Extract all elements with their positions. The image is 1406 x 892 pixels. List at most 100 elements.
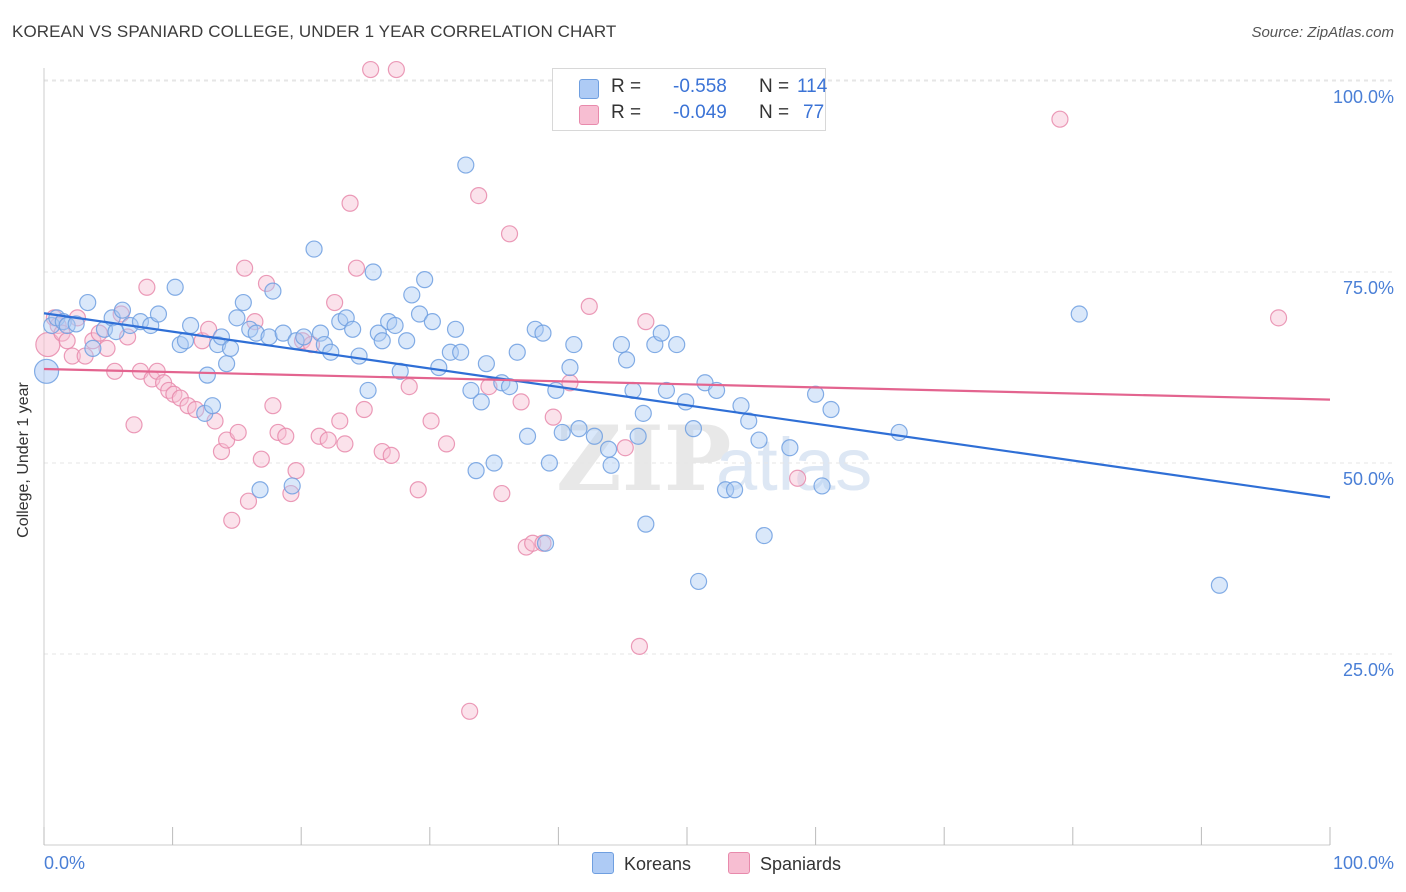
- spaniard-point: [637, 313, 655, 331]
- korean-point: [283, 477, 301, 495]
- legend-koreans-label: Koreans: [624, 854, 692, 874]
- korean-point: [612, 335, 631, 354]
- korean-point: [452, 343, 470, 361]
- n-label: N =: [759, 102, 790, 123]
- korean-point: [602, 456, 620, 474]
- spaniards-swatch: [728, 852, 750, 874]
- koreans-swatch: [579, 79, 599, 99]
- legend-koreans: Koreans: [592, 852, 691, 875]
- spaniard-point: [387, 60, 405, 79]
- korean-point: [553, 423, 571, 442]
- korean-point: [359, 381, 377, 400]
- n-value: 77: [803, 102, 825, 123]
- korean-point: [203, 397, 222, 415]
- korean-point: [423, 313, 441, 331]
- korean-point: [657, 381, 676, 400]
- korean-point: [403, 286, 421, 304]
- spaniard-point: [187, 400, 205, 419]
- korean-point: [652, 324, 670, 342]
- korean-point: [198, 366, 216, 384]
- korean-point: [166, 278, 184, 296]
- korean-point: [725, 481, 744, 499]
- spaniard-point: [1269, 309, 1288, 327]
- spaniard-point: [138, 278, 156, 296]
- korean-point: [755, 526, 773, 545]
- korean-point: [668, 335, 686, 354]
- korean-point: [33, 358, 60, 384]
- spaniard-point: [223, 511, 241, 529]
- korean-point: [386, 316, 404, 335]
- korean-point: [540, 454, 558, 472]
- spaniard-point: [63, 347, 81, 365]
- y-tick-label: 25.0%: [1342, 660, 1394, 680]
- y-tick-label: 50.0%: [1342, 469, 1394, 489]
- korean-point: [689, 572, 708, 591]
- korean-point: [113, 301, 132, 319]
- spaniard-point: [179, 397, 197, 415]
- n-label: N =: [759, 76, 790, 97]
- spaniard-point: [382, 446, 400, 464]
- spaniard-point: [347, 259, 366, 277]
- korean-point: [677, 393, 695, 411]
- x-tick-label: 0.0%: [44, 853, 86, 873]
- spaniard-point: [264, 397, 282, 415]
- korean-point: [534, 324, 552, 342]
- spaniard-point: [269, 423, 287, 442]
- korean-point: [599, 440, 618, 458]
- korean-point: [467, 462, 485, 480]
- spaniard-point: [461, 702, 479, 720]
- spaniard-point: [500, 225, 519, 243]
- korean-point: [561, 358, 579, 377]
- korean-point: [364, 263, 382, 281]
- spaniard-point: [422, 412, 440, 430]
- korean-point: [570, 420, 588, 438]
- spaniard-point: [277, 427, 295, 445]
- r-label: R =: [611, 102, 642, 123]
- korean-point: [416, 271, 434, 289]
- korean-point: [344, 320, 362, 338]
- spaniard-point: [512, 393, 530, 411]
- r-label: R =: [611, 76, 642, 97]
- korean-point: [508, 343, 526, 361]
- korean-point: [446, 320, 465, 338]
- korean-point: [322, 343, 340, 361]
- legend-spaniards: Spaniards: [728, 852, 841, 875]
- spaniard-point: [630, 637, 649, 655]
- spaniard-point: [437, 435, 456, 453]
- korean-point: [684, 420, 703, 438]
- chart-title: KOREAN VS SPANIARD COLLEGE, UNDER 1 YEAR…: [12, 22, 617, 41]
- spaniard-point: [336, 435, 354, 453]
- spaniard-point: [788, 469, 807, 487]
- spaniard-point: [544, 408, 562, 426]
- koreans-swatch: [592, 852, 614, 874]
- r-value: -0.049: [673, 102, 727, 123]
- y-tick-label: 100.0%: [1332, 87, 1394, 107]
- korean-point: [813, 477, 831, 495]
- korean-point: [260, 328, 278, 346]
- korean-point: [890, 423, 908, 442]
- korean-point: [585, 427, 604, 445]
- korean-point: [822, 400, 840, 419]
- korean-point: [295, 328, 313, 346]
- korean-point: [149, 305, 168, 323]
- spaniard-point: [287, 462, 305, 480]
- spaniard-point: [373, 442, 391, 461]
- spaniard-point: [252, 450, 270, 468]
- korean-point: [274, 324, 292, 342]
- korean-point: [536, 534, 555, 552]
- korean-point: [79, 293, 97, 312]
- korean-point: [350, 347, 368, 365]
- spaniard-point: [58, 332, 76, 350]
- spaniard-point: [470, 187, 488, 205]
- korean-point: [264, 282, 282, 300]
- grid-lines: [44, 79, 1392, 655]
- n-value: 114: [797, 76, 828, 97]
- korean-point: [228, 309, 246, 327]
- spaniards-swatch: [579, 105, 599, 125]
- korean-point: [457, 156, 475, 174]
- korean-point: [617, 351, 636, 369]
- korean-point: [526, 320, 544, 338]
- watermark: ZIP atlas: [556, 406, 872, 512]
- source-label: Source: ZipAtlas.com: [1251, 24, 1394, 41]
- korean-point: [398, 332, 416, 350]
